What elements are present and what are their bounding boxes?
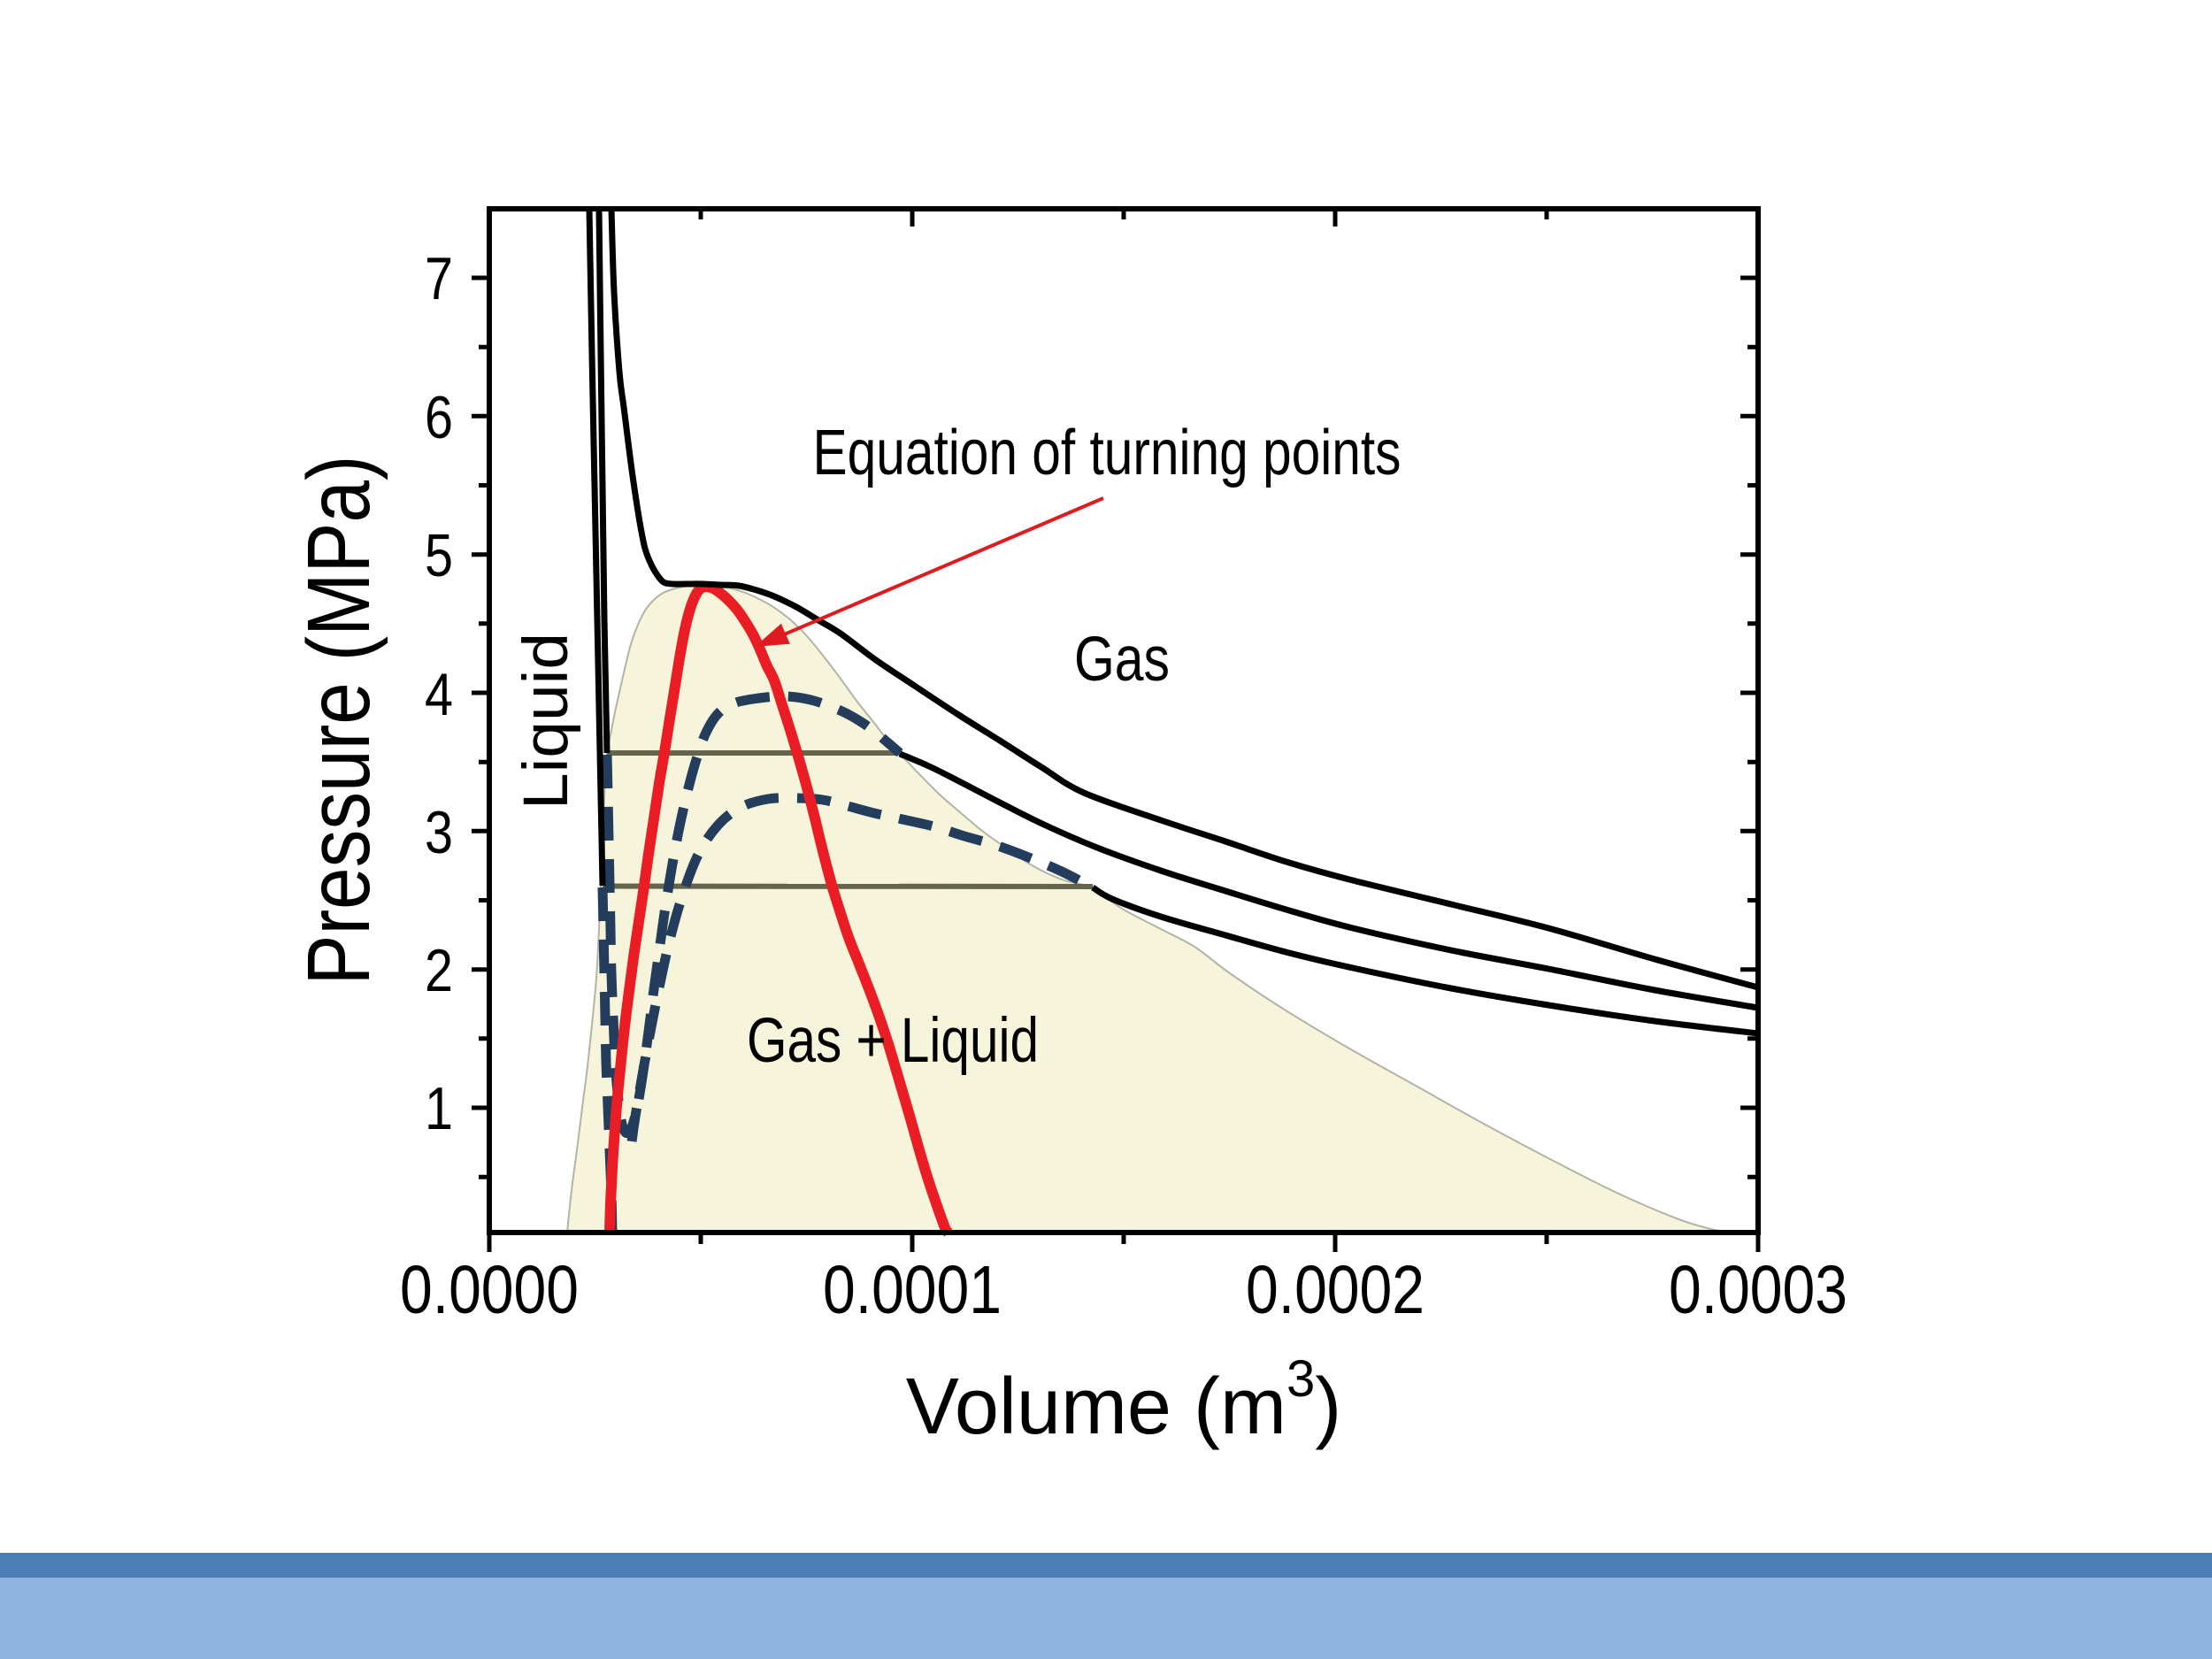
svg-text:1: 1 (425, 1075, 453, 1142)
svg-text:0.0003: 0.0003 (1669, 1252, 1847, 1328)
svg-text:Gas: Gas (1074, 625, 1170, 695)
svg-text:Volume (m3): Volume (m3) (906, 1350, 1341, 1451)
svg-text:Pressure (MPa): Pressure (MPa) (289, 456, 388, 986)
svg-text:3: 3 (425, 799, 453, 866)
svg-text:0.0000: 0.0000 (400, 1252, 579, 1328)
svg-text:2: 2 (425, 937, 453, 1004)
svg-text:4: 4 (425, 661, 453, 728)
svg-text:Gas + Liquid: Gas + Liquid (747, 1006, 1039, 1076)
svg-text:5: 5 (425, 522, 453, 589)
svg-text:0.0002: 0.0002 (1246, 1252, 1425, 1328)
svg-text:0.0001: 0.0001 (823, 1252, 1002, 1328)
svg-text:Liquid: Liquid (511, 633, 581, 810)
svg-text:6: 6 (425, 384, 453, 451)
svg-text:7: 7 (425, 245, 453, 312)
svg-text:Equation of turning points: Equation of turning points (813, 418, 1402, 488)
